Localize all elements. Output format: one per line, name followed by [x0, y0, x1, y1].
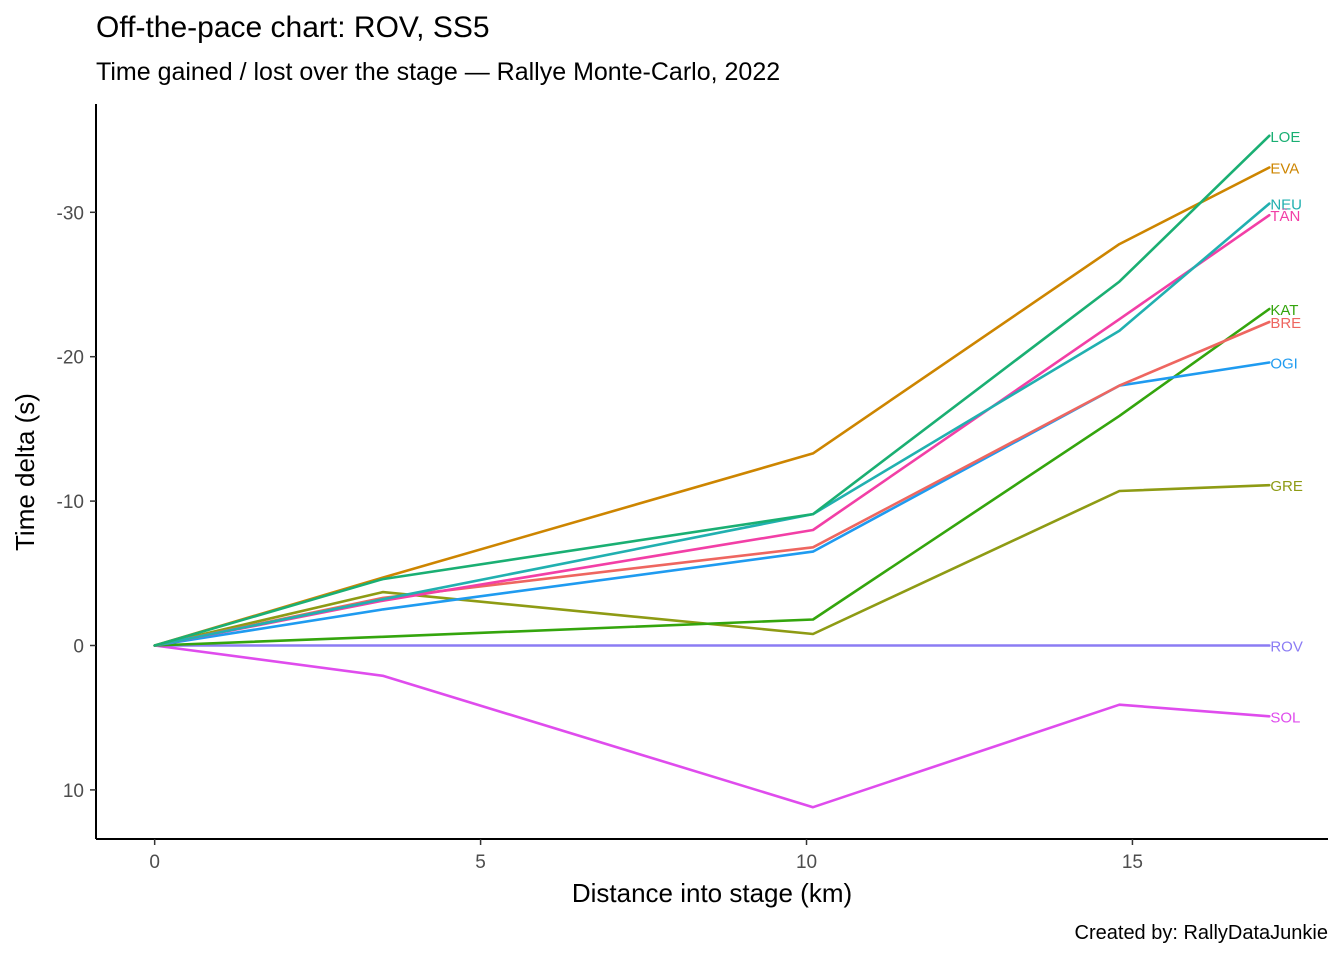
x-tick-label: 10	[796, 852, 817, 873]
series-line-ogi	[153, 361, 1271, 647]
series-label-bre: BRE	[1270, 315, 1301, 332]
y-tick-label: -20	[57, 348, 84, 369]
x-axis-label: Distance into stage (km)	[572, 878, 852, 908]
series-line-neu	[153, 202, 1271, 647]
y-tick-label: 0	[73, 637, 84, 658]
series-line-eva	[153, 166, 1271, 647]
y-tick-label: -10	[57, 492, 84, 513]
x-tick-label: 0	[149, 852, 160, 873]
series-line-loe	[153, 134, 1271, 647]
series-lines	[153, 134, 1271, 809]
chart-title: Off-the-pace chart: ROV, SS5	[96, 11, 490, 44]
series-label-gre: GRE	[1270, 478, 1303, 495]
axes: 0 5 10 15 10 0 -10 -20 -30	[57, 104, 1328, 873]
series-label-kat: KAT	[1270, 302, 1298, 319]
series-label-rov: ROV	[1270, 639, 1303, 656]
y-tick-label: 10	[63, 781, 84, 802]
series-label-sol: SOL	[1270, 709, 1300, 726]
series-label-loe: LOE	[1270, 129, 1300, 146]
chart-subtitle: Time gained / lost over the stage — Rall…	[96, 58, 781, 86]
series-line-gre	[153, 483, 1271, 647]
series-line-kat	[153, 307, 1271, 647]
series-line-tän	[153, 213, 1271, 647]
series-line-sol	[153, 644, 1271, 809]
y-axis-label: Time delta (s)	[10, 393, 40, 551]
x-tick-label: 15	[1122, 852, 1143, 873]
y-tick-label: -30	[57, 203, 84, 224]
chart-caption: Created by: RallyDataJunkie	[1074, 922, 1328, 944]
series-label-neu: NEU	[1270, 197, 1302, 214]
x-tick-label: 5	[475, 852, 486, 873]
series-label-ogi: OGI	[1270, 355, 1298, 372]
series-label-eva: EVA	[1270, 161, 1299, 178]
series-label-tän: TÄN	[1270, 208, 1300, 225]
